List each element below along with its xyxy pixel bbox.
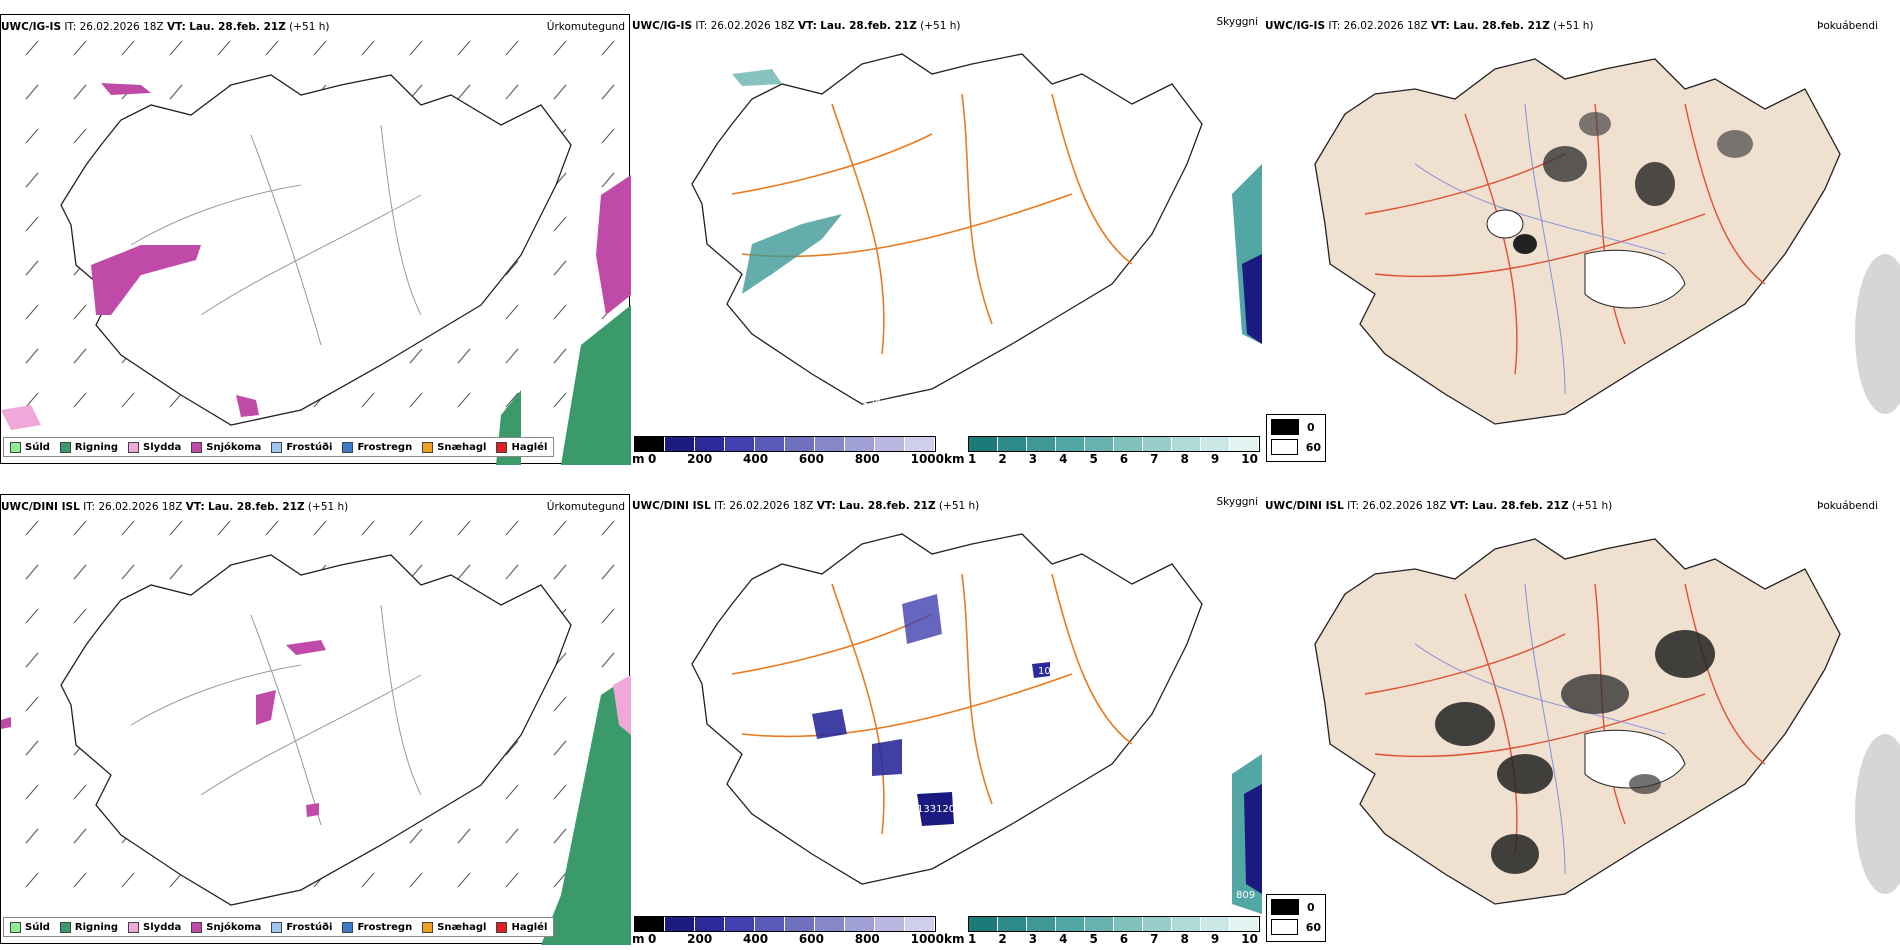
panel-header: UWC/IG-IS IT: 26.02.2026 18Z VT: Lau. 28… — [1265, 20, 1594, 32]
visibility-m-unit: m — [632, 452, 645, 466]
map-value-label: 18 — [868, 410, 881, 421]
visibility-km-colorbar — [968, 436, 1260, 452]
legend-item-frostregn: Frostregn — [342, 921, 412, 933]
panel-title: Skyggni — [1216, 16, 1259, 28]
panel-title: Úrkomutegund — [546, 21, 625, 33]
map-value-label: 138 — [862, 396, 881, 407]
precip-type-panel-top: UWC/IG-IS IT: 26.02.2026 18Z VT: Lau. 28… — [0, 14, 631, 465]
visibility-m-unit: m — [632, 932, 645, 946]
visibility-panel-bottom: UWC/DINI ISL IT: 26.02.2026 18Z VT: Lau.… — [632, 494, 1262, 946]
panel-header: UWC/DINI ISL IT: 26.02.2026 18Z VT: Lau.… — [1265, 500, 1613, 512]
legend-item-suld: Súld — [10, 441, 50, 453]
legend-item-snaehagl: Snæhagl — [422, 921, 486, 933]
visibility-m-colorbar — [634, 436, 936, 452]
fog-panel-bottom: UWC/DINI ISL IT: 26.02.2026 18Z VT: Lau.… — [1265, 494, 1900, 944]
panel-header: UWC/IG-IS IT: 26.02.2026 18Z VT: Lau. 28… — [632, 20, 961, 32]
legend-item-rigning: Rigning — [59, 441, 118, 453]
legend-item-suld: Súld — [10, 921, 50, 933]
map-value-label: 133120 — [917, 804, 955, 815]
visibility-m-colorbar — [634, 916, 936, 932]
fog-legend: 0 60 — [1266, 414, 1326, 462]
panel-title: Úrkomutegund — [546, 501, 625, 513]
visibility-km-colorbar — [968, 916, 1260, 932]
legend-item-frostregn: Frostregn — [342, 441, 412, 453]
map-value-label: 210 — [904, 756, 923, 767]
legend-item-snjokoma: Snjókoma — [191, 441, 261, 453]
precip-type-panel-bottom: UWC/DINI ISL IT: 26.02.2026 18Z VT: Lau.… — [0, 494, 631, 945]
legend-item-snjokoma: Snjókoma — [191, 921, 261, 933]
precip-map — [1, 40, 631, 465]
visibility-m-ticks: 0 200 400 600 800 1000 — [648, 932, 944, 946]
panel-title: Skyggni — [1216, 496, 1259, 508]
precip-legend: Súld Rigning Slydda Snjókoma Frostúði Fr… — [3, 917, 555, 937]
map-value-label: 107 — [1038, 666, 1057, 677]
legend-item-slydda: Slydda — [128, 441, 181, 453]
legend-item-snaehagl: Snæhagl — [422, 441, 486, 453]
legend-item-frostudi: Frostúði — [271, 921, 332, 933]
precip-legend: Súld Rigning Slydda Snjókoma Frostúði Fr… — [3, 437, 555, 457]
visibility-km-unit: km — [944, 452, 965, 466]
panel-header: UWC/DINI ISL IT: 26.02.2026 18Z VT: Lau.… — [1, 501, 349, 513]
visibility-m-ticks: 0 200 400 600 800 1000 — [648, 452, 944, 466]
map-value-label: 15 — [932, 826, 945, 837]
visibility-km-ticks: 1 2 3 4 5 6 7 8 9 10 — [968, 452, 1258, 466]
legend-item-slydda: Slydda — [128, 921, 181, 933]
fog-legend: 0 60 — [1266, 894, 1326, 942]
map-value-label: 809 — [1236, 890, 1255, 901]
fog-map — [1314, 538, 1900, 905]
precip-map — [1, 520, 631, 945]
panel-header: UWC/IG-IS IT: 26.02.2026 18Z VT: Lau. 28… — [1, 21, 330, 33]
visibility-map: 107 210 133120 15 809 — [691, 533, 1262, 914]
visibility-km-ticks: 1 2 3 4 5 6 7 8 9 10 — [968, 932, 1258, 946]
visibility-km-unit: km — [944, 932, 965, 946]
fog-map — [1314, 58, 1900, 425]
legend-item-frostudi: Frostúði — [271, 441, 332, 453]
legend-item-rigning: Rigning — [59, 921, 118, 933]
fog-panel-top: UWC/IG-IS IT: 26.02.2026 18Z VT: Lau. 28… — [1265, 14, 1900, 464]
panel-title: Þokuábendi — [1817, 20, 1878, 32]
panel-title: Þokuábendi — [1817, 500, 1878, 512]
visibility-panel-top: UWC/IG-IS IT: 26.02.2026 18Z VT: Lau. 28… — [632, 14, 1262, 466]
legend-item-haglel: Haglél — [496, 441, 547, 453]
legend-item-haglel: Haglél — [496, 921, 547, 933]
panel-header: UWC/DINI ISL IT: 26.02.2026 18Z VT: Lau.… — [632, 500, 980, 512]
visibility-map: 138 18 — [691, 53, 1262, 421]
